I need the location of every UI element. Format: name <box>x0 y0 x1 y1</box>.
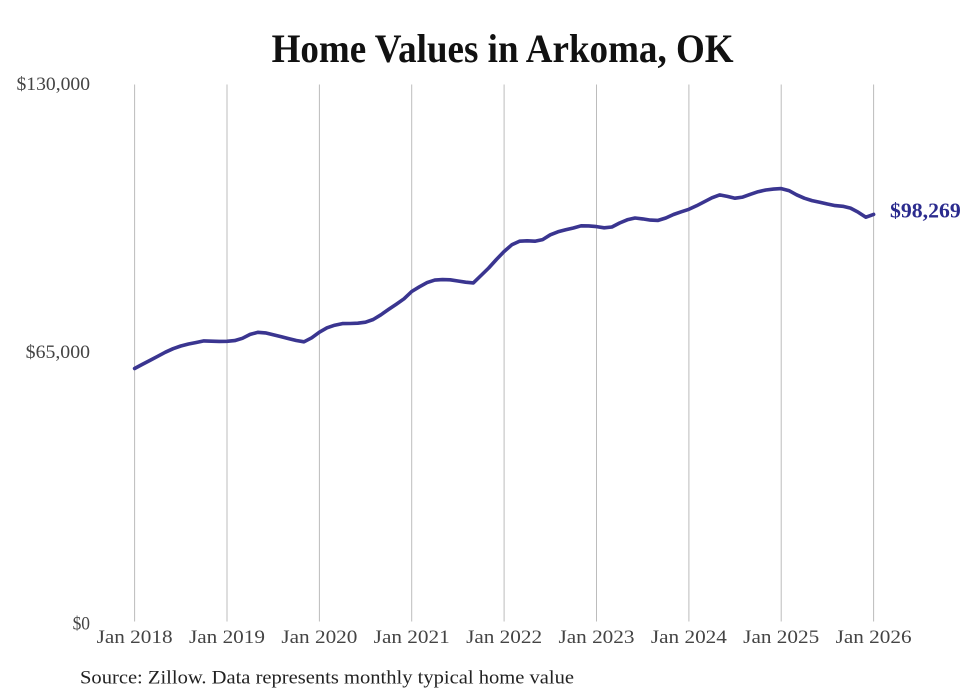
svg-text:$65,000: $65,000 <box>26 342 90 363</box>
svg-text:Jan 2025: Jan 2025 <box>743 627 819 648</box>
svg-text:Source: Zillow. Data represent: Source: Zillow. Data represents monthly … <box>80 668 574 689</box>
svg-text:Jan 2020: Jan 2020 <box>281 627 357 648</box>
svg-text:Jan 2023: Jan 2023 <box>559 627 635 648</box>
svg-text:Jan 2022: Jan 2022 <box>466 627 542 648</box>
svg-text:$0: $0 <box>73 614 90 635</box>
svg-text:$130,000: $130,000 <box>17 74 91 95</box>
svg-text:$98,269: $98,269 <box>890 199 961 223</box>
svg-text:Jan 2019: Jan 2019 <box>189 627 265 648</box>
svg-text:Jan 2018: Jan 2018 <box>97 627 173 648</box>
svg-text:Home Values in Arkoma, OK: Home Values in Arkoma, OK <box>272 26 734 71</box>
svg-text:Jan 2026: Jan 2026 <box>836 627 912 648</box>
svg-text:Jan 2021: Jan 2021 <box>374 627 450 648</box>
svg-text:Jan 2024: Jan 2024 <box>651 627 728 648</box>
